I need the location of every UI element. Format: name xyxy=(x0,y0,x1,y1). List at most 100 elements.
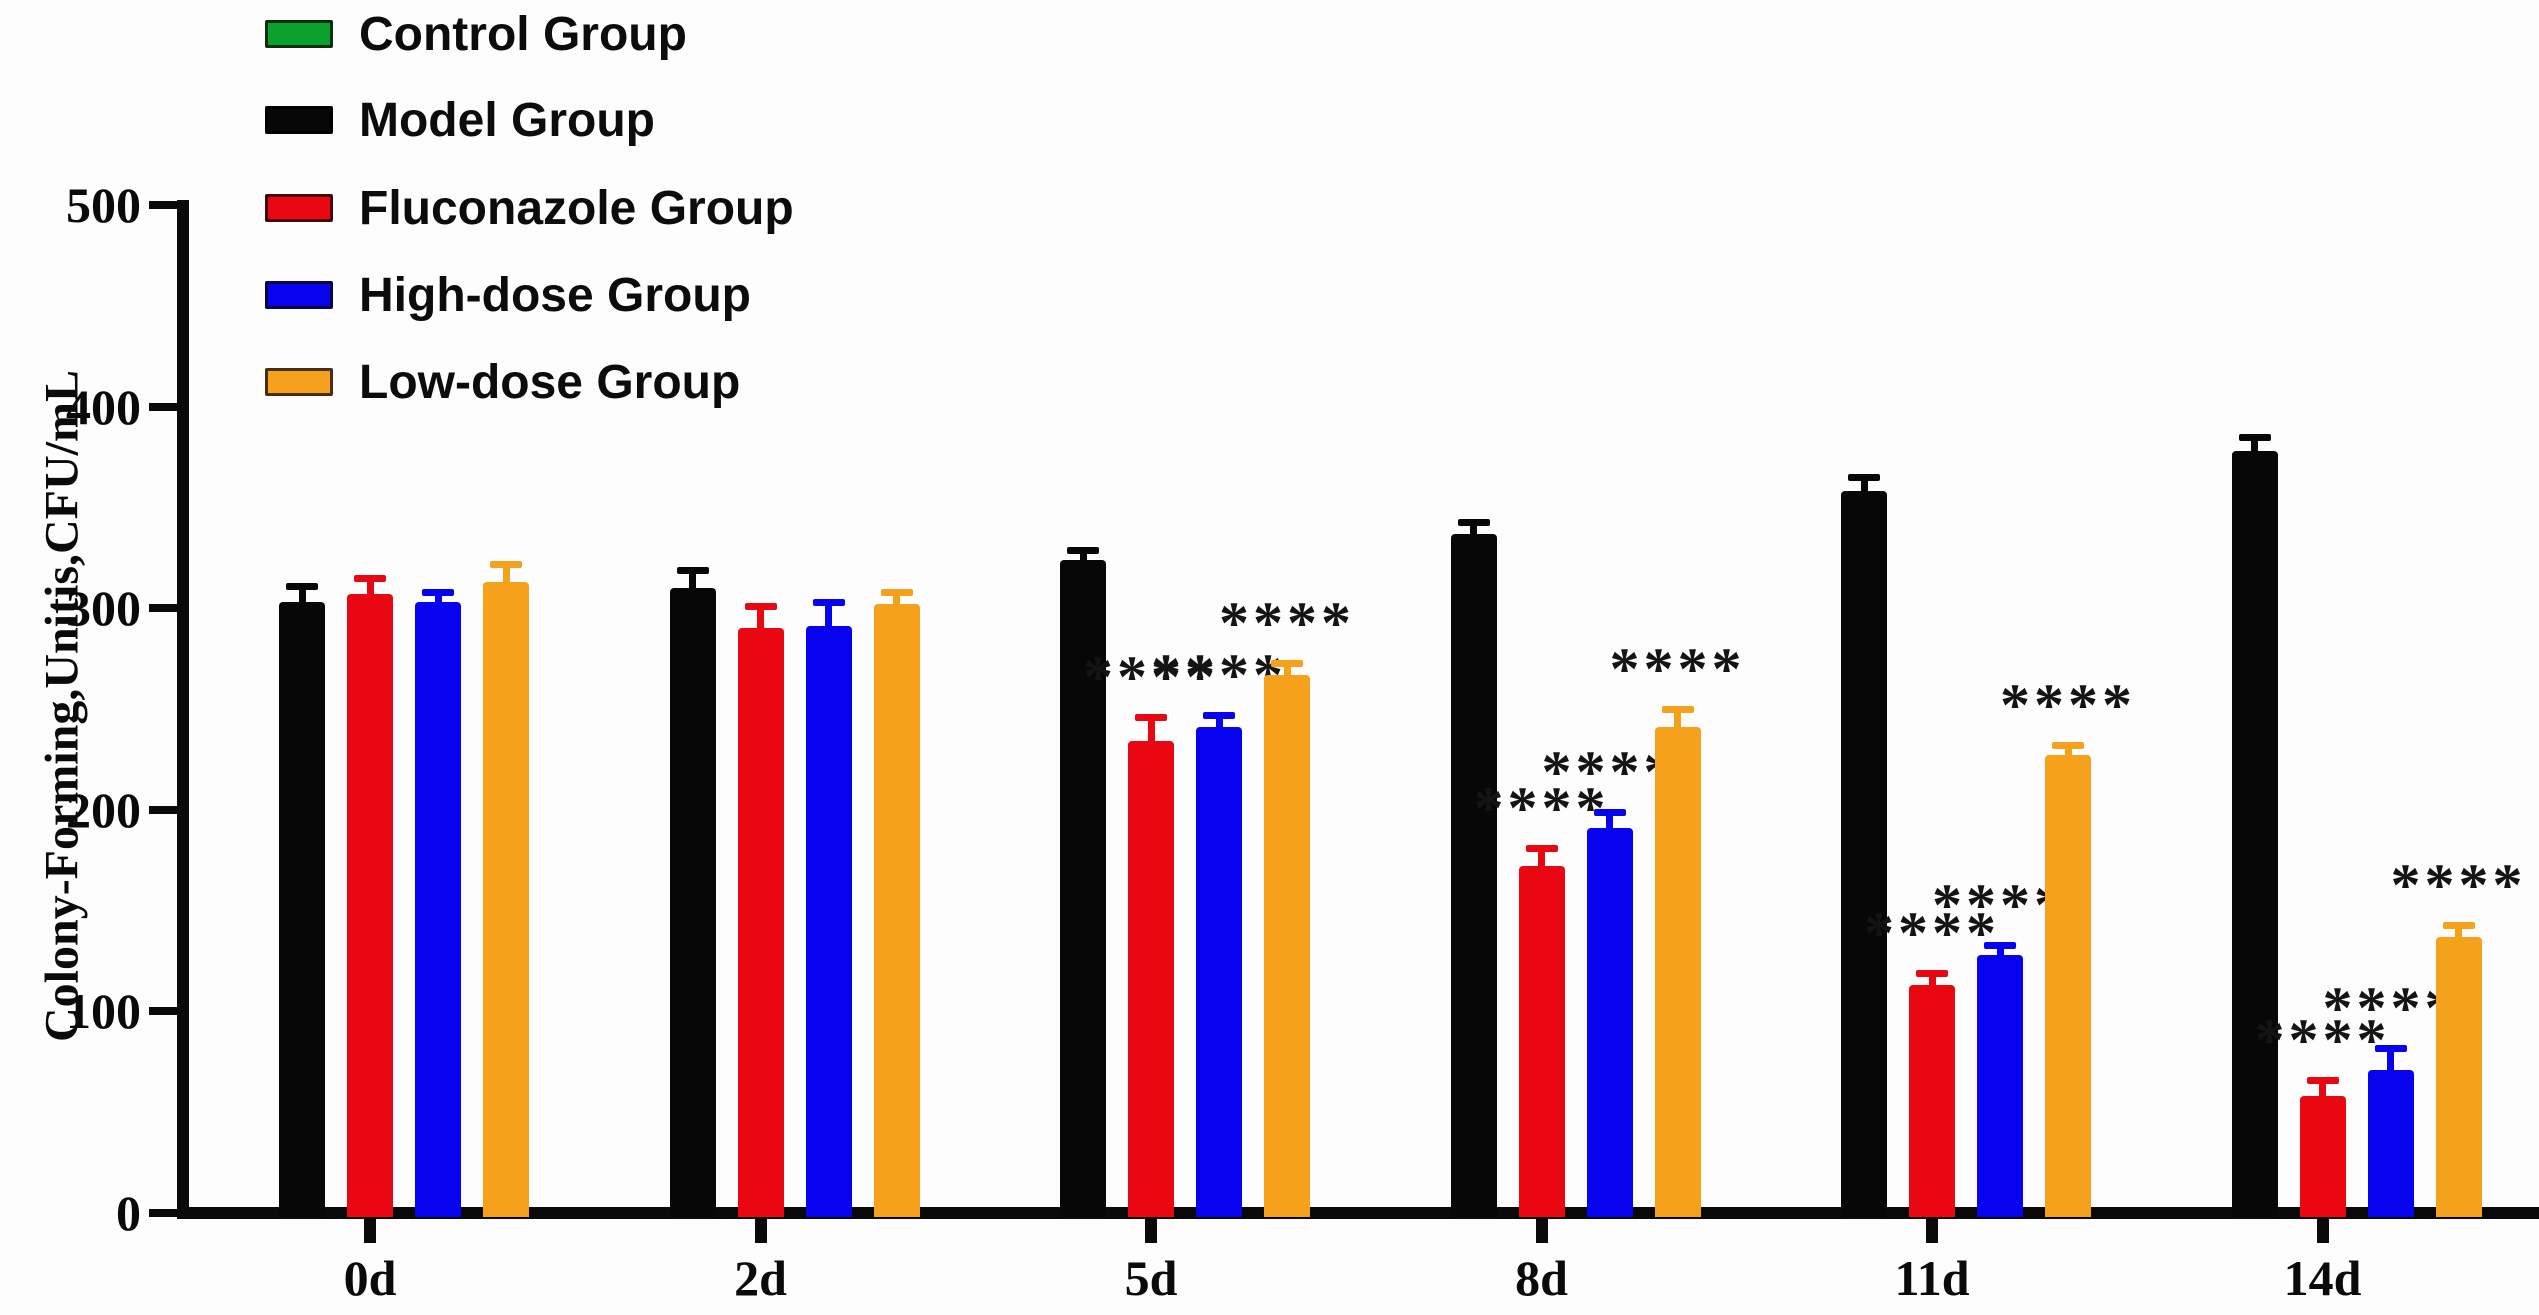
legend-label: High-dose Group xyxy=(359,268,751,322)
legend-label: Model Group xyxy=(359,93,655,147)
bar-high-dose-group-11d xyxy=(1977,954,2023,1217)
significance-stars: **** xyxy=(1932,871,2068,938)
legend-swatch xyxy=(265,368,333,396)
y-tick-label: 0 xyxy=(116,1185,141,1241)
bar-low-dose-group-14d xyxy=(2435,936,2482,1217)
error-bar-cap xyxy=(1525,845,1558,853)
error-bar-cap xyxy=(744,603,777,611)
error-bar-stem xyxy=(1215,717,1223,731)
bar-model-group-2d xyxy=(669,588,716,1217)
error-bar-cap xyxy=(1203,712,1235,720)
y-tick-label: 300 xyxy=(66,580,141,637)
significance-stars: **** xyxy=(2322,974,2459,1041)
bar-model-group-0d xyxy=(279,602,325,1217)
significance-stars: **** xyxy=(2390,851,2527,918)
x-tick-label: 14d xyxy=(2283,1250,2362,1306)
x-tick-label: 2d xyxy=(734,1250,787,1306)
x-tick-mark xyxy=(1145,1219,1157,1243)
error-bar-stem xyxy=(1860,479,1868,495)
x-tick-label: 8d xyxy=(1515,1250,1568,1306)
error-bar-stem xyxy=(757,608,764,632)
legend-item-high-dose-group: High-dose Group xyxy=(265,269,751,322)
y-tick-mark xyxy=(149,402,177,411)
significance-stars: **** xyxy=(1609,636,1746,703)
error-bar-stem xyxy=(1538,850,1545,870)
bar-low-dose-group-8d xyxy=(1654,727,1701,1217)
significance-stars: **** xyxy=(1219,589,1355,656)
legend-item-low-dose-group: Low-dose Group xyxy=(265,356,740,409)
error-bar-cap xyxy=(286,583,318,591)
y-tick-mark xyxy=(149,1209,177,1217)
error-bar-cap xyxy=(1916,970,1948,978)
error-bar-stem xyxy=(1674,711,1681,731)
error-bar-cap xyxy=(1067,546,1099,554)
legend-swatch xyxy=(265,194,333,222)
bar-model-group-8d xyxy=(1450,533,1497,1217)
legend-item-control-group: Control Group xyxy=(265,8,687,61)
error-bar-stem xyxy=(1147,719,1155,745)
y-tick-mark xyxy=(149,805,177,814)
bar-high-dose-group-14d xyxy=(2367,1069,2414,1217)
x-tick-label: 11d xyxy=(1894,1250,1970,1306)
legend-label: Fluconazole Group xyxy=(359,181,794,235)
error-bar-cap xyxy=(2442,921,2475,929)
y-tick-label: 400 xyxy=(66,378,141,435)
significance-stars: **** xyxy=(1864,900,2000,967)
bar-model-group-14d xyxy=(2231,450,2278,1217)
y-tick-label: 500 xyxy=(66,177,141,233)
bar-high-dose-group-5d xyxy=(1196,727,1242,1217)
bar-fluconazole-group-14d xyxy=(2299,1096,2346,1217)
bar-high-dose-group-2d xyxy=(805,626,852,1217)
significance-stars: **** xyxy=(2000,672,2136,739)
error-bar-cap xyxy=(490,560,522,568)
bar-high-dose-group-8d xyxy=(1586,827,1633,1217)
error-bar-stem xyxy=(2387,1049,2394,1073)
significance-stars: **** xyxy=(2254,1006,2391,1073)
error-bar-stem xyxy=(689,571,696,592)
legend-swatch xyxy=(265,20,333,48)
error-bar-stem xyxy=(825,604,832,630)
bar-fluconazole-group-0d xyxy=(347,594,393,1217)
x-tick-mark xyxy=(364,1219,376,1243)
y-axis-title: Colony-Forming,Unitis,CFU/mL xyxy=(35,370,89,1042)
error-bar-cap xyxy=(2306,1076,2339,1084)
error-bar-cap xyxy=(1661,706,1694,714)
x-tick-label: 0d xyxy=(343,1250,397,1306)
error-bar-stem xyxy=(893,594,900,608)
error-bar-stem xyxy=(2064,747,2072,759)
bar-fluconazole-group-11d xyxy=(1909,985,1955,1217)
error-bar-stem xyxy=(434,594,442,606)
error-bar-stem xyxy=(366,579,374,598)
bar-model-group-5d xyxy=(1060,559,1106,1217)
error-bar-cap xyxy=(1593,808,1626,816)
bar-low-dose-group-11d xyxy=(2045,755,2091,1217)
error-bar-stem xyxy=(298,588,306,606)
x-axis-line xyxy=(177,1207,2539,1219)
error-bar-stem xyxy=(2251,438,2258,454)
bar-low-dose-group-2d xyxy=(873,604,920,1217)
error-bar-stem xyxy=(2319,1081,2326,1100)
error-bar-cap xyxy=(2374,1044,2407,1052)
significance-stars: **** xyxy=(1151,642,1287,709)
legend-label: Control Group xyxy=(359,7,687,61)
error-bar-cap xyxy=(2052,742,2084,750)
legend-swatch xyxy=(265,281,333,309)
error-bar-stem xyxy=(502,565,510,585)
legend-label: Low-dose Group xyxy=(359,355,741,409)
error-bar-cap xyxy=(422,589,454,597)
bar-model-group-11d xyxy=(1841,491,1887,1217)
error-bar-stem xyxy=(1470,523,1477,537)
x-tick-mark xyxy=(1926,1219,1938,1243)
error-bar-stem xyxy=(1283,664,1291,678)
error-bar-cap xyxy=(880,589,913,597)
bar-high-dose-group-0d xyxy=(415,602,461,1217)
bar-fluconazole-group-5d xyxy=(1128,741,1174,1217)
y-tick-label: 100 xyxy=(66,983,141,1040)
y-axis-line xyxy=(177,200,189,1219)
bar-fluconazole-group-2d xyxy=(737,628,784,1217)
error-bar-cap xyxy=(1271,659,1303,667)
y-tick-mark xyxy=(149,1007,177,1016)
error-bar-cap xyxy=(676,566,709,574)
error-bar-stem xyxy=(1606,813,1613,831)
